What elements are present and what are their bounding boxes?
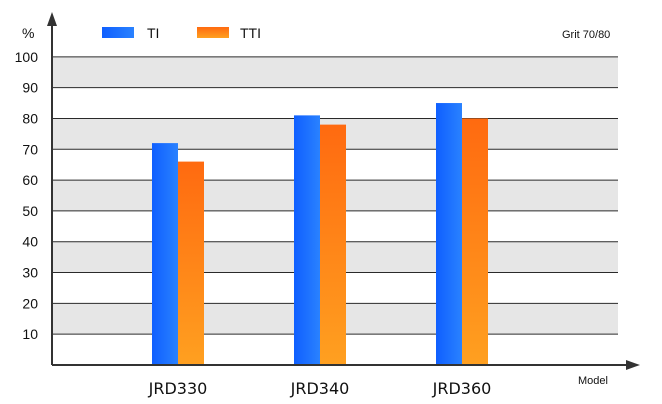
legend-label-tti: TTI	[240, 25, 261, 41]
y-axis-arrow	[47, 12, 57, 26]
bar-ti-jrd360	[436, 103, 462, 365]
y-tick-label: 60	[22, 172, 38, 188]
legend-swatch-ti	[102, 27, 134, 38]
bar-ti-jrd330	[152, 143, 178, 365]
y-tick-label: 90	[22, 80, 38, 96]
y-tick-label: 80	[22, 110, 38, 126]
y-tick-label: 70	[22, 141, 38, 157]
x-tick-labels: JRD330 JRD340 JRD360	[148, 379, 492, 398]
y-axis-label: %	[22, 25, 34, 41]
x-axis-label: Model	[578, 375, 608, 387]
legend-label-ti: TI	[147, 25, 159, 41]
y-tick-label: 30	[22, 265, 38, 281]
bar-tti-jrd360	[462, 118, 488, 365]
y-tick-label: 20	[22, 295, 38, 311]
y-tick-label: 100	[15, 49, 39, 65]
x-axis-arrow	[626, 360, 640, 370]
legend-swatch-tti	[197, 27, 229, 38]
legend: TI TTI	[102, 25, 261, 41]
y-tick-labels: 10 20 30 40 50 60 70 80 90 100	[15, 49, 39, 342]
annotation: Grit 70/80	[562, 29, 610, 41]
grid-band	[52, 56, 618, 88]
y-tick-label: 50	[22, 203, 38, 219]
x-tick-label: JRD330	[148, 379, 208, 398]
y-tick-label: 40	[22, 234, 38, 250]
x-tick-label: JRD340	[290, 379, 350, 398]
bar-tti-jrd340	[320, 124, 346, 365]
x-tick-label: JRD360	[432, 379, 492, 398]
bar-tti-jrd330	[178, 161, 204, 365]
y-tick-label: 10	[22, 326, 38, 342]
bars	[152, 103, 488, 365]
bar-ti-jrd340	[294, 115, 320, 365]
